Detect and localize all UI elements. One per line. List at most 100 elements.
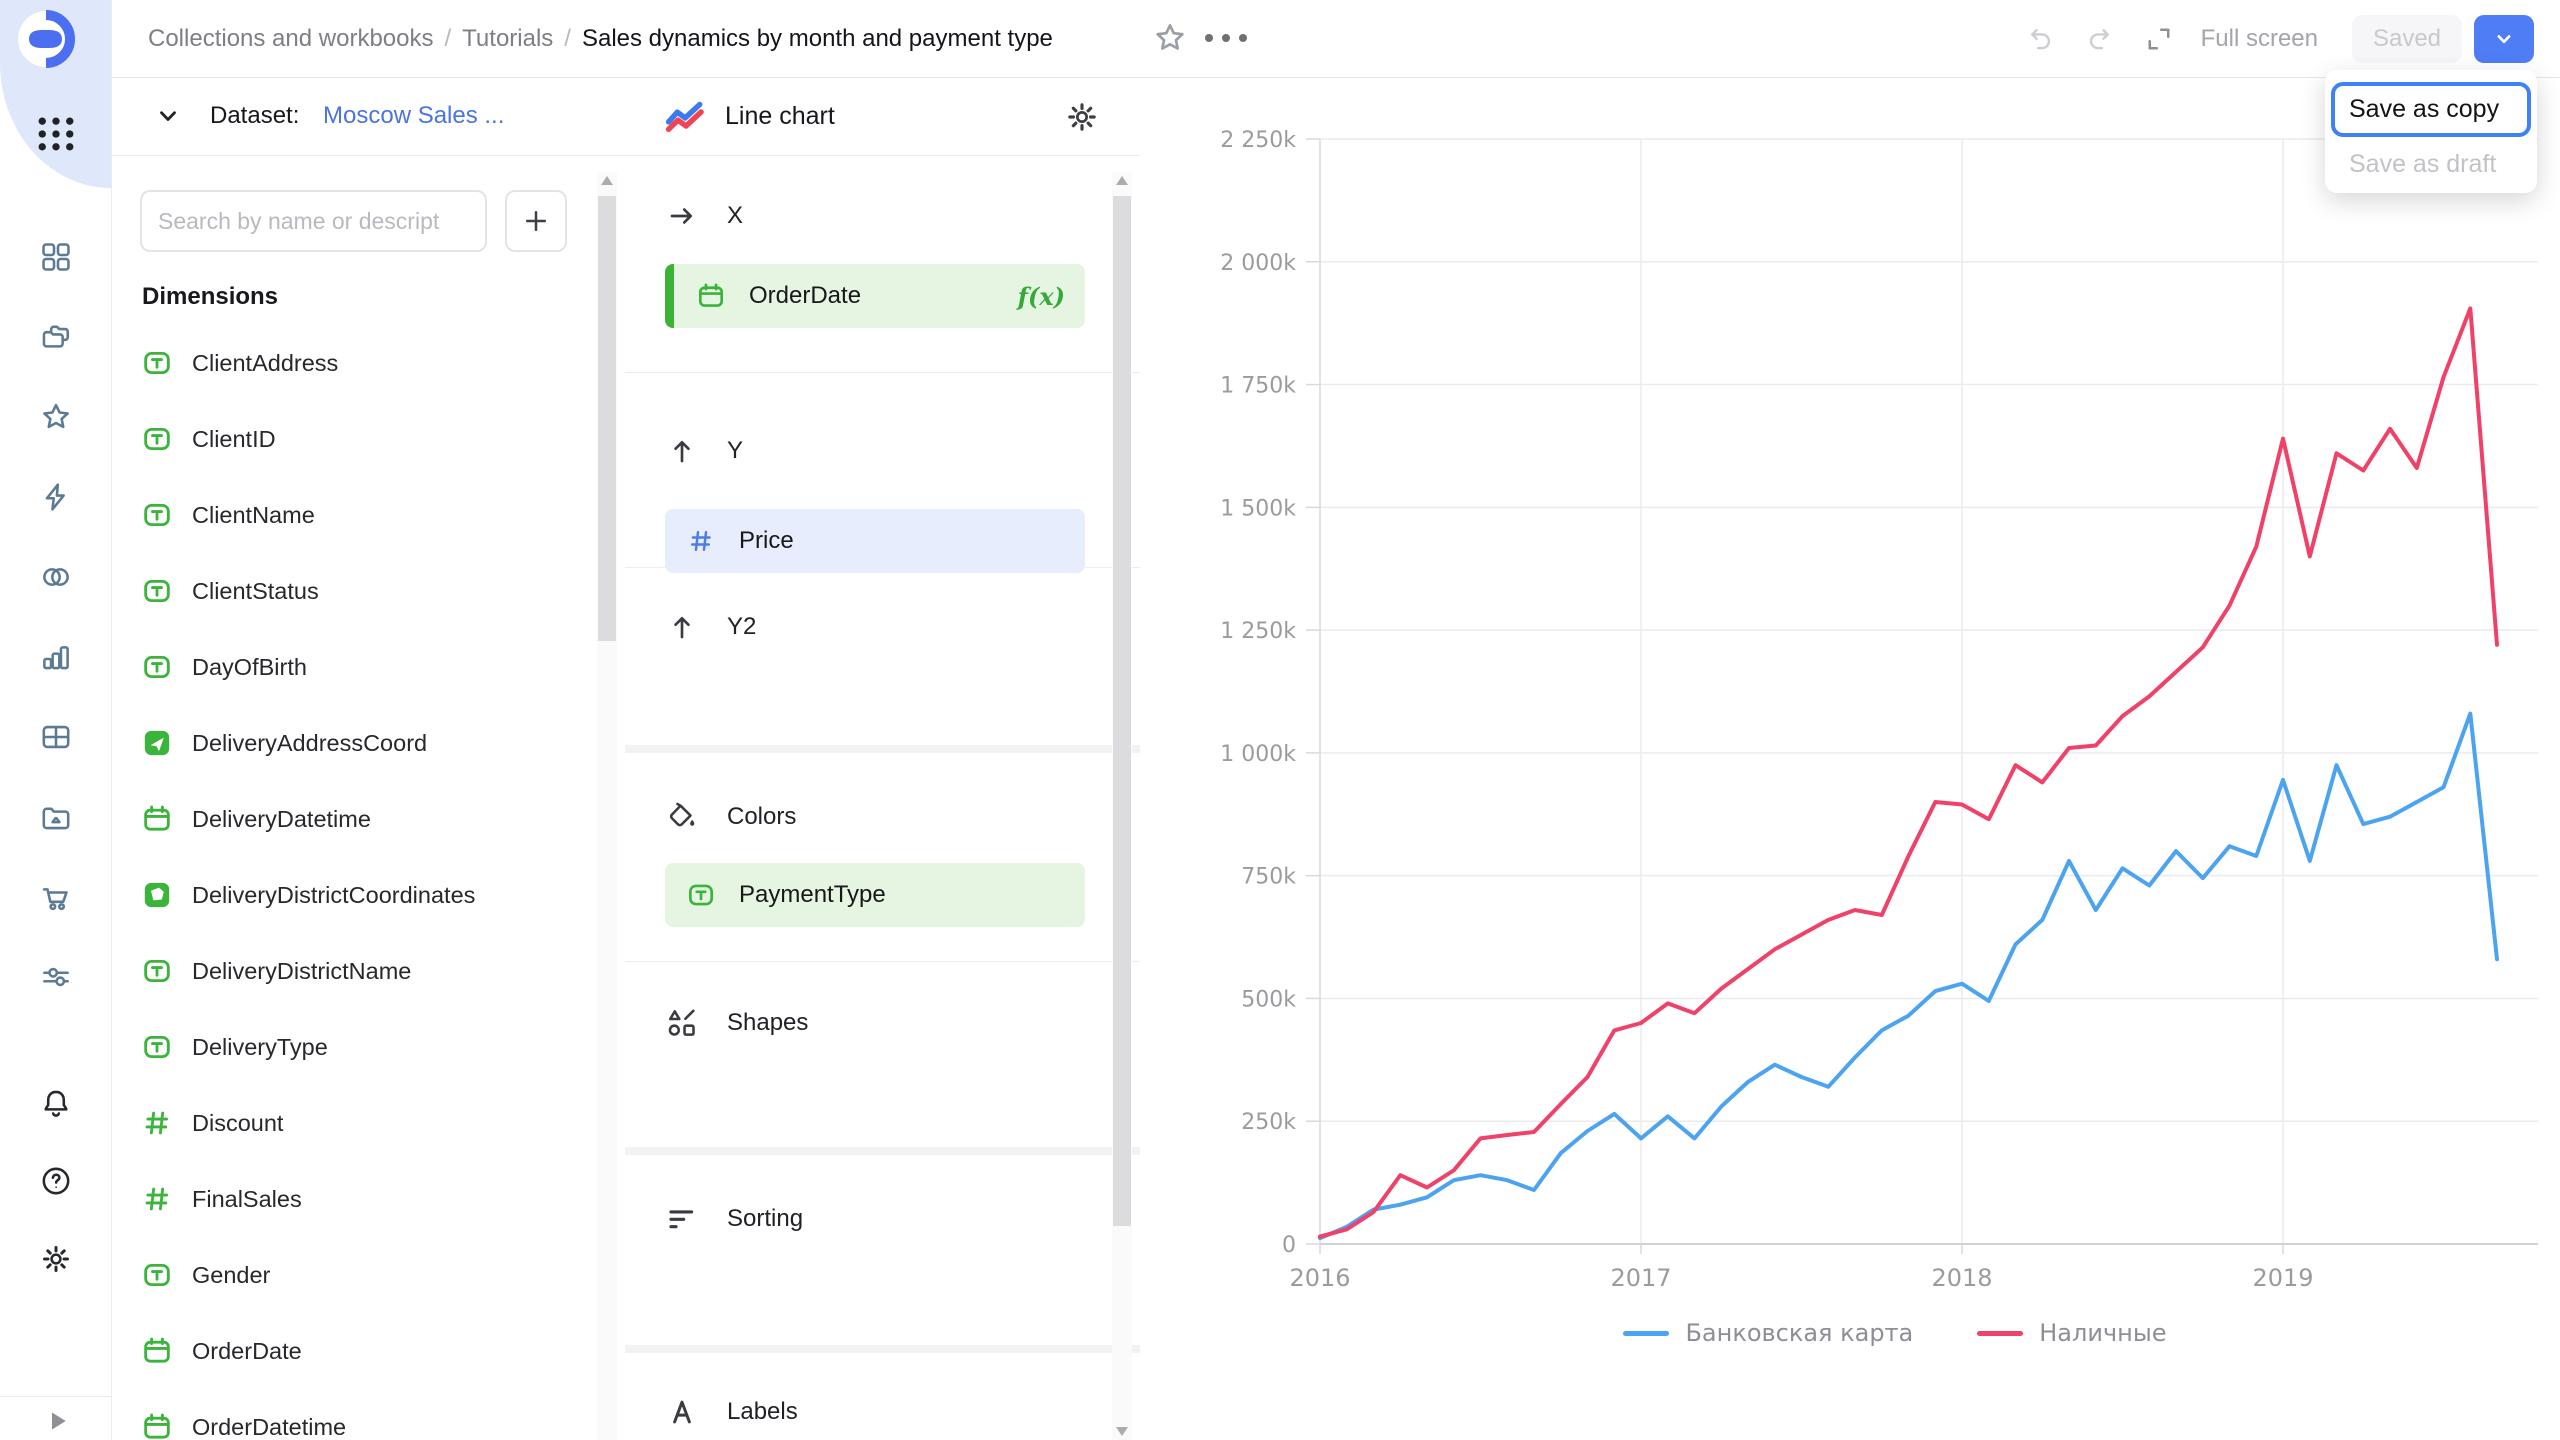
saved-button[interactable]: Saved [2352,14,2462,63]
field-item[interactable]: ClientID [111,401,581,477]
gear-icon[interactable] [31,1234,81,1284]
dataset-label: Dataset: [210,102,300,129]
field-name: OrderDatetime [192,1413,347,1440]
fullscreen-icon[interactable] [2143,23,2175,55]
collections-icon[interactable] [31,312,81,362]
favorite-star-icon[interactable] [1151,19,1189,57]
section-labels: Labels [625,1387,1140,1437]
field-item[interactable]: ClientAddress [111,325,581,401]
field-item[interactable]: ClientStatus [111,553,581,629]
line-chart-icon[interactable] [663,97,707,135]
legend-label: Банковская карта [1685,1319,1914,1347]
field-name: FinalSales [192,1185,302,1212]
sliders-icon[interactable] [31,952,81,1002]
svg-text:2 000k: 2 000k [1220,251,1296,276]
dataset-scrollbar[interactable] [597,172,617,1440]
redo-icon[interactable] [2083,22,2117,56]
save-dropdown-button[interactable] [2474,14,2534,63]
config-header: Line chart [625,77,1140,156]
media-folder-icon[interactable] [31,792,81,842]
bell-icon[interactable] [31,1078,81,1128]
menu-item-save-as-draft[interactable]: Save as draft [2349,150,2497,178]
cart-icon[interactable] [31,872,81,922]
field-item[interactable]: OrderDatetime [111,1389,581,1440]
dashboard-icon[interactable] [31,232,81,282]
field-item[interactable]: DeliveryDatetime [111,781,581,857]
svg-text:750k: 750k [1241,865,1296,890]
field-item[interactable]: Discount [111,1085,581,1161]
breadcrumb-item[interactable]: Collections and workbooks [148,24,434,52]
field-item[interactable]: Gender [111,1237,581,1313]
rail-divider [0,1396,111,1397]
field-name: DayOfBirth [192,653,307,680]
top-bar-actions: Full screen Saved [2023,0,2534,77]
help-icon[interactable] [31,1156,81,1206]
text-type-icon [140,1258,174,1292]
svg-text:2019: 2019 [2252,1264,2313,1292]
dataset-panel: Dataset: Moscow Sales ... Dimensions Cli… [111,77,626,1440]
sorting-section-label: Sorting [727,1205,804,1232]
dataset-link[interactable]: Moscow Sales ... [323,102,505,129]
menu-item-save-as-copy[interactable]: Save as copy [2331,82,2531,137]
breadcrumb: Collections and workbooks / Tutorials / Sale… [148,0,1053,77]
geopoint-type-icon [140,726,174,760]
fullscreen-label[interactable]: Full screen [2200,24,2318,52]
star-icon[interactable] [31,392,81,442]
y-field-name: Price [739,527,794,554]
number-type-icon [140,1182,174,1216]
dimensions-list: ClientAddress ClientID ClientName ClientSta… [111,325,581,1440]
text-type-icon [140,954,174,988]
field-item[interactable]: DeliveryDistrictCoordinates [111,857,581,933]
field-item[interactable]: DeliveryDistrictName [111,933,581,1009]
config-scrollbar[interactable] [1112,172,1132,1440]
undo-icon[interactable] [2023,22,2057,56]
svg-text:500k: 500k [1241,987,1296,1012]
lightning-icon[interactable] [31,472,81,522]
breadcrumb-item: Sales dynamics by month and payment type [581,24,1053,52]
svg-text:1 250k: 1 250k [1220,619,1296,644]
chart-area: 2 250k 2 000k 1 750k 1 500k 1 250k 1 000k 750k… [1140,77,2560,1440]
all-services-icon[interactable] [0,112,111,156]
field-item[interactable]: DeliveryAddressCoord [111,705,581,781]
field-item[interactable]: ClientName [111,477,581,553]
svg-text:250k: 250k [1241,1110,1296,1135]
breadcrumb-item[interactable]: Tutorials [462,24,554,52]
dataset-header: Dataset: Moscow Sales ... [111,77,625,156]
x-field-pill[interactable]: OrderDate f(x) [665,264,1085,328]
legend-item[interactable]: Наличные [1977,1319,2167,1347]
text-type-icon [140,574,174,608]
legend-item[interactable]: Банковская карта [1623,1319,1913,1347]
search-input[interactable] [140,190,487,252]
section-shapes: Shapes [625,998,1140,1048]
section-x: X [625,191,1140,241]
section-y: Y [625,426,1140,476]
formula-badge[interactable]: f(x) [1017,281,1065,311]
datalens-logo-icon[interactable] [15,8,77,70]
expand-rail-icon[interactable] [40,1404,74,1438]
chart-type-label[interactable]: Line chart [725,102,835,130]
field-item[interactable]: DeliveryType [111,1009,581,1085]
colors-field-pill[interactable]: PaymentType [665,863,1085,927]
field-item[interactable]: FinalSales [111,1161,581,1237]
add-field-button[interactable] [505,190,567,252]
colors-field-name: PaymentType [739,881,886,908]
venn-icon[interactable] [31,552,81,602]
field-item[interactable]: OrderDate [111,1313,581,1389]
collapse-dataset-icon[interactable] [153,101,183,131]
more-actions-icon[interactable] [1205,34,1247,42]
paint-bucket-icon [665,800,699,834]
field-name: DeliveryDistrictCoordinates [192,881,476,908]
chart-settings-gear-icon[interactable] [1064,99,1100,135]
line-chart-plot[interactable]: 2 250k 2 000k 1 750k 1 500k 1 250k 1 000k 750k… [1140,77,2560,1440]
field-item[interactable]: DayOfBirth [111,629,581,705]
save-menu: Save as copy Save as draft [2325,70,2537,193]
bar-chart-icon[interactable] [31,632,81,682]
table-icon[interactable] [31,712,81,762]
sorting-icon [665,1202,699,1236]
text-type-icon [685,879,717,911]
x-field-name: OrderDate [749,282,862,309]
colors-section-label: Colors [727,803,797,830]
date-type-icon [140,1410,174,1440]
svg-text:2018: 2018 [1931,1264,1992,1292]
y-field-pill[interactable]: Price [665,509,1085,573]
